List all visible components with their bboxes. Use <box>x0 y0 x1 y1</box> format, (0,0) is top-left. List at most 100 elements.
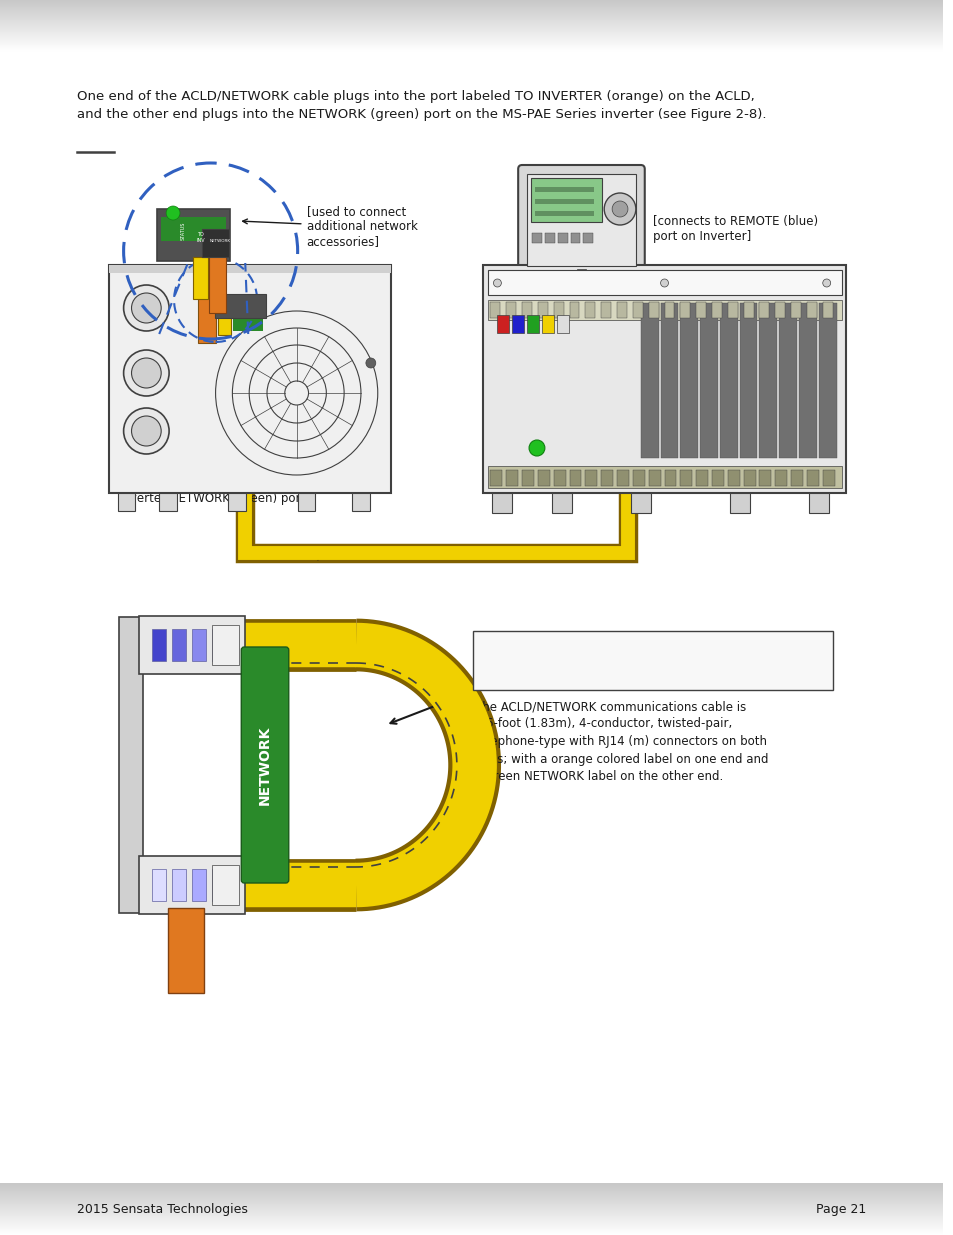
Bar <box>632 471 644 487</box>
FancyBboxPatch shape <box>139 856 245 914</box>
Bar <box>172 869 186 902</box>
FancyBboxPatch shape <box>201 228 229 257</box>
Circle shape <box>821 279 830 287</box>
Bar <box>193 257 208 299</box>
Bar <box>297 493 315 511</box>
Bar <box>808 493 828 513</box>
Bar <box>664 303 674 317</box>
Text: One end of the ACLD/NETWORK cable plugs into the port labeled TO INVERTER (orang: One end of the ACLD/NETWORK cable plugs … <box>77 90 766 121</box>
Bar <box>557 315 568 333</box>
Bar <box>212 629 225 661</box>
Bar <box>790 471 802 487</box>
Circle shape <box>603 193 636 225</box>
Circle shape <box>124 350 169 396</box>
Bar <box>168 908 204 993</box>
FancyBboxPatch shape <box>526 174 636 266</box>
Bar <box>617 471 628 487</box>
Bar <box>759 303 768 317</box>
Bar <box>490 471 502 487</box>
FancyBboxPatch shape <box>517 165 644 275</box>
Bar <box>759 471 771 487</box>
Bar <box>664 471 676 487</box>
Bar <box>585 303 595 317</box>
Bar <box>720 303 737 458</box>
Text: 2015 Sensata Technologies: 2015 Sensata Technologies <box>77 1203 248 1215</box>
Bar <box>217 295 232 335</box>
Bar <box>696 303 705 317</box>
Bar <box>617 303 626 317</box>
Bar <box>212 869 225 902</box>
Bar <box>711 303 721 317</box>
Bar <box>818 303 836 458</box>
Bar <box>233 312 263 331</box>
FancyBboxPatch shape <box>109 266 390 493</box>
Bar <box>192 629 206 661</box>
Text: opposite colors from top to
bottom (tabs facing toward you): opposite colors from top to bottom (tabs… <box>557 646 747 676</box>
Bar <box>727 471 739 487</box>
Bar <box>711 471 723 487</box>
Circle shape <box>612 201 627 217</box>
Bar <box>585 471 597 487</box>
Bar <box>118 618 143 913</box>
Bar <box>506 471 517 487</box>
Bar <box>551 493 571 513</box>
Circle shape <box>659 279 668 287</box>
Bar <box>700 303 718 458</box>
Bar <box>535 186 594 191</box>
Bar <box>630 493 650 513</box>
FancyBboxPatch shape <box>482 266 845 493</box>
FancyBboxPatch shape <box>472 631 832 690</box>
Bar <box>553 303 563 317</box>
Bar <box>569 303 578 317</box>
Bar <box>799 303 816 458</box>
Bar <box>526 315 538 333</box>
Bar <box>729 493 749 513</box>
Bar <box>192 869 206 902</box>
FancyBboxPatch shape <box>214 294 266 317</box>
Text: TO
INV: TO INV <box>196 232 205 243</box>
Bar <box>512 315 523 333</box>
Bar <box>679 303 698 458</box>
Text: [used to connect
additional network
accessories]: [used to connect additional network acce… <box>242 205 417 248</box>
Bar <box>487 466 841 488</box>
Text: [Connects from (orange) port to
inverter NETWORK (green) port]: [Connects from (orange) port to inverter… <box>118 477 309 505</box>
Bar <box>487 300 841 320</box>
Bar <box>506 303 516 317</box>
Circle shape <box>132 293 161 324</box>
Bar <box>197 293 215 343</box>
Bar <box>532 233 541 243</box>
Bar <box>209 254 226 312</box>
Text: [connects to REMOTE (blue)
port on Inverter]: [connects to REMOTE (blue) port on Inver… <box>652 215 817 243</box>
Bar <box>632 303 642 317</box>
Bar <box>558 233 567 243</box>
Text: STATUS: STATUS <box>181 221 186 240</box>
Circle shape <box>366 358 375 368</box>
Text: Page 21: Page 21 <box>815 1203 865 1215</box>
Bar <box>576 269 586 279</box>
Circle shape <box>166 206 180 220</box>
Bar <box>648 303 658 317</box>
Bar <box>743 471 755 487</box>
Bar <box>535 211 594 216</box>
Bar <box>117 493 135 511</box>
Bar <box>696 471 707 487</box>
Bar <box>497 315 509 333</box>
Text: NETWORK: NETWORK <box>210 240 231 243</box>
Bar <box>569 471 581 487</box>
Bar <box>544 233 555 243</box>
Text: The ACLD/NETWORK communications cable is
a 6-foot (1.83m), 4-conductor, twisted-: The ACLD/NETWORK communications cable is… <box>475 700 767 783</box>
Text: REMOTE cable: REMOTE cable <box>523 287 608 300</box>
Bar <box>679 303 690 317</box>
Bar <box>521 303 532 317</box>
Bar <box>161 217 226 241</box>
Bar <box>600 303 611 317</box>
Bar <box>727 303 737 317</box>
Bar <box>553 471 565 487</box>
Bar <box>790 303 801 317</box>
Bar <box>212 625 239 664</box>
Bar <box>492 493 512 513</box>
Bar <box>679 471 692 487</box>
FancyBboxPatch shape <box>531 178 601 222</box>
Bar <box>775 303 784 317</box>
Bar <box>152 629 166 661</box>
